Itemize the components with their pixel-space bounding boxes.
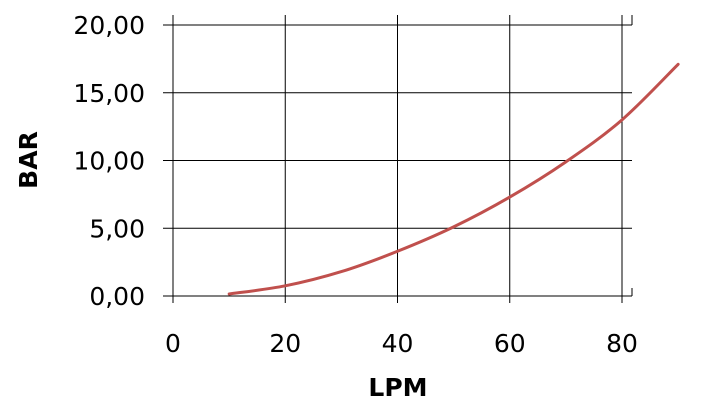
y-tick-label: 20,00 <box>73 11 145 40</box>
y-axis-title: BAR <box>14 131 43 189</box>
y-tick-label: 10,00 <box>73 147 145 176</box>
axis-ticks <box>163 15 633 303</box>
grid <box>172 15 632 297</box>
y-tick-label: 0,00 <box>89 282 145 311</box>
y-tick-label: 15,00 <box>73 79 145 108</box>
x-tick-label: 0 <box>165 329 181 358</box>
series-group <box>227 62 680 296</box>
x-tick-label: 80 <box>606 329 638 358</box>
series-line <box>227 62 680 296</box>
x-tick-label: 20 <box>269 329 301 358</box>
tick-labels: 0,00 5,00 10,00 15,00 20,00 0 20 40 60 80 <box>73 11 637 358</box>
x-tick-label: 60 <box>494 329 526 358</box>
y-tick-label: 5,00 <box>89 214 145 243</box>
x-axis-title: LPM <box>368 373 427 402</box>
x-tick-label: 40 <box>382 329 414 358</box>
